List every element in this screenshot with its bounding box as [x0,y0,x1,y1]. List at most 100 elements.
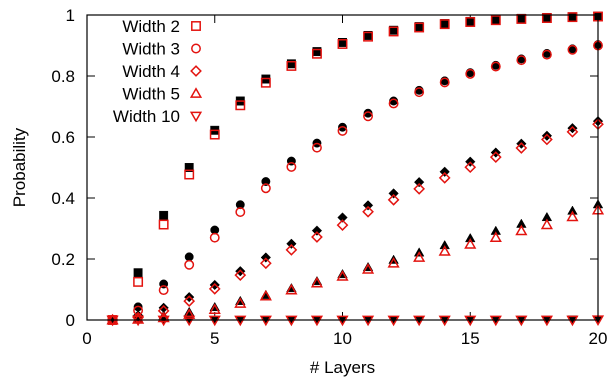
legend-label: Width 5 [122,85,180,104]
data-point [337,125,348,136]
y-tick-label: 0.2 [51,250,75,269]
data-point [311,231,323,243]
legend-label: Width 4 [122,62,180,81]
data-point [235,207,246,217]
data-point [312,142,322,153]
x-tick-label: 5 [210,329,219,348]
reference-point [490,225,502,235]
legend-marker [191,43,201,54]
data-point [413,251,426,262]
data-point [414,87,425,98]
reference-point [286,238,297,249]
data-point [438,245,451,256]
data-point [259,257,272,270]
legend-marker [191,21,201,31]
data-point [387,256,400,268]
reference-point [567,123,578,134]
reference-point [184,163,194,172]
reference-point [184,252,194,262]
tick-labels: 0 5 10 15 20 0 0.2 0.4 0.6 0.8 1 [51,6,607,348]
data-point [208,303,221,314]
data-point [234,297,247,308]
legend: Width 2 Width 3 Width 4 Width 5 Width 10 [113,17,203,126]
reference-point [568,12,577,22]
reference-point [439,166,450,177]
reference-point [439,239,450,250]
x-axis-label: # Layers [310,358,375,377]
data-point [465,17,476,27]
data-point [540,218,553,230]
data-point [235,100,246,111]
data-point [413,182,426,195]
reference-point [312,47,322,57]
reference-point [465,232,476,243]
data-point [567,44,578,55]
data-point [438,172,451,184]
data-point [515,142,528,154]
data-point [286,60,297,71]
data-point [439,19,450,30]
data-point [464,238,477,249]
data-point [541,49,552,60]
reference-point [363,108,373,118]
reference-point [541,130,553,141]
data-point [566,210,579,222]
reference-point [133,268,143,278]
data-point [208,283,221,295]
data-point [439,77,450,88]
data-point [183,308,196,319]
data-point [516,55,527,66]
legend-label: Width 3 [122,40,180,59]
data-point [464,161,477,174]
data-point [184,259,195,270]
x-tick-label: 0 [82,329,91,348]
data-point [515,224,528,236]
reference-point [362,200,374,211]
data-point [260,183,271,194]
data-point [260,77,271,88]
legend-label: Width 2 [122,17,180,36]
data-point [158,219,169,230]
reference-point [567,205,578,215]
legend-marker [189,111,203,123]
data-point [132,313,145,324]
data-point [361,263,375,274]
reference-point [159,210,169,220]
data-point [541,133,553,146]
data-point [259,289,272,301]
data-point [285,243,298,256]
data-point [184,169,195,180]
data-point [133,276,144,287]
data-point [490,15,501,26]
data-point [286,161,297,172]
reference-point [311,225,323,236]
x-tick-label: 15 [461,329,480,348]
data-point [567,12,578,23]
data-point [158,285,169,296]
legend-label: Width 10 [113,107,180,126]
data-point [490,61,501,72]
x-tick-label: 20 [589,329,608,348]
data-point [336,270,349,281]
reference-point [235,200,245,210]
reference-point [286,59,296,69]
data-point [363,111,373,122]
data-point [489,151,502,163]
data-point [387,193,400,206]
data-point [234,269,247,282]
data-point [362,205,374,218]
data-point [312,48,322,59]
y-tick-label: 1 [66,6,75,25]
data-point [209,129,220,140]
x-tick-label: 10 [333,329,352,348]
data-point [310,276,324,288]
data-point [363,31,374,42]
data-point [489,231,502,242]
data-point [566,125,579,138]
y-tick-label: 0.8 [51,67,75,86]
legend-marker [190,65,202,77]
reference-point [210,225,220,235]
data-point [414,22,425,33]
